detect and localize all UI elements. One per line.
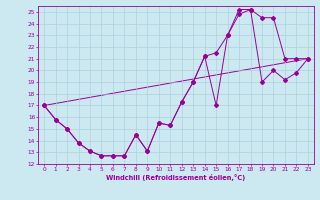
X-axis label: Windchill (Refroidissement éolien,°C): Windchill (Refroidissement éolien,°C) (106, 174, 246, 181)
